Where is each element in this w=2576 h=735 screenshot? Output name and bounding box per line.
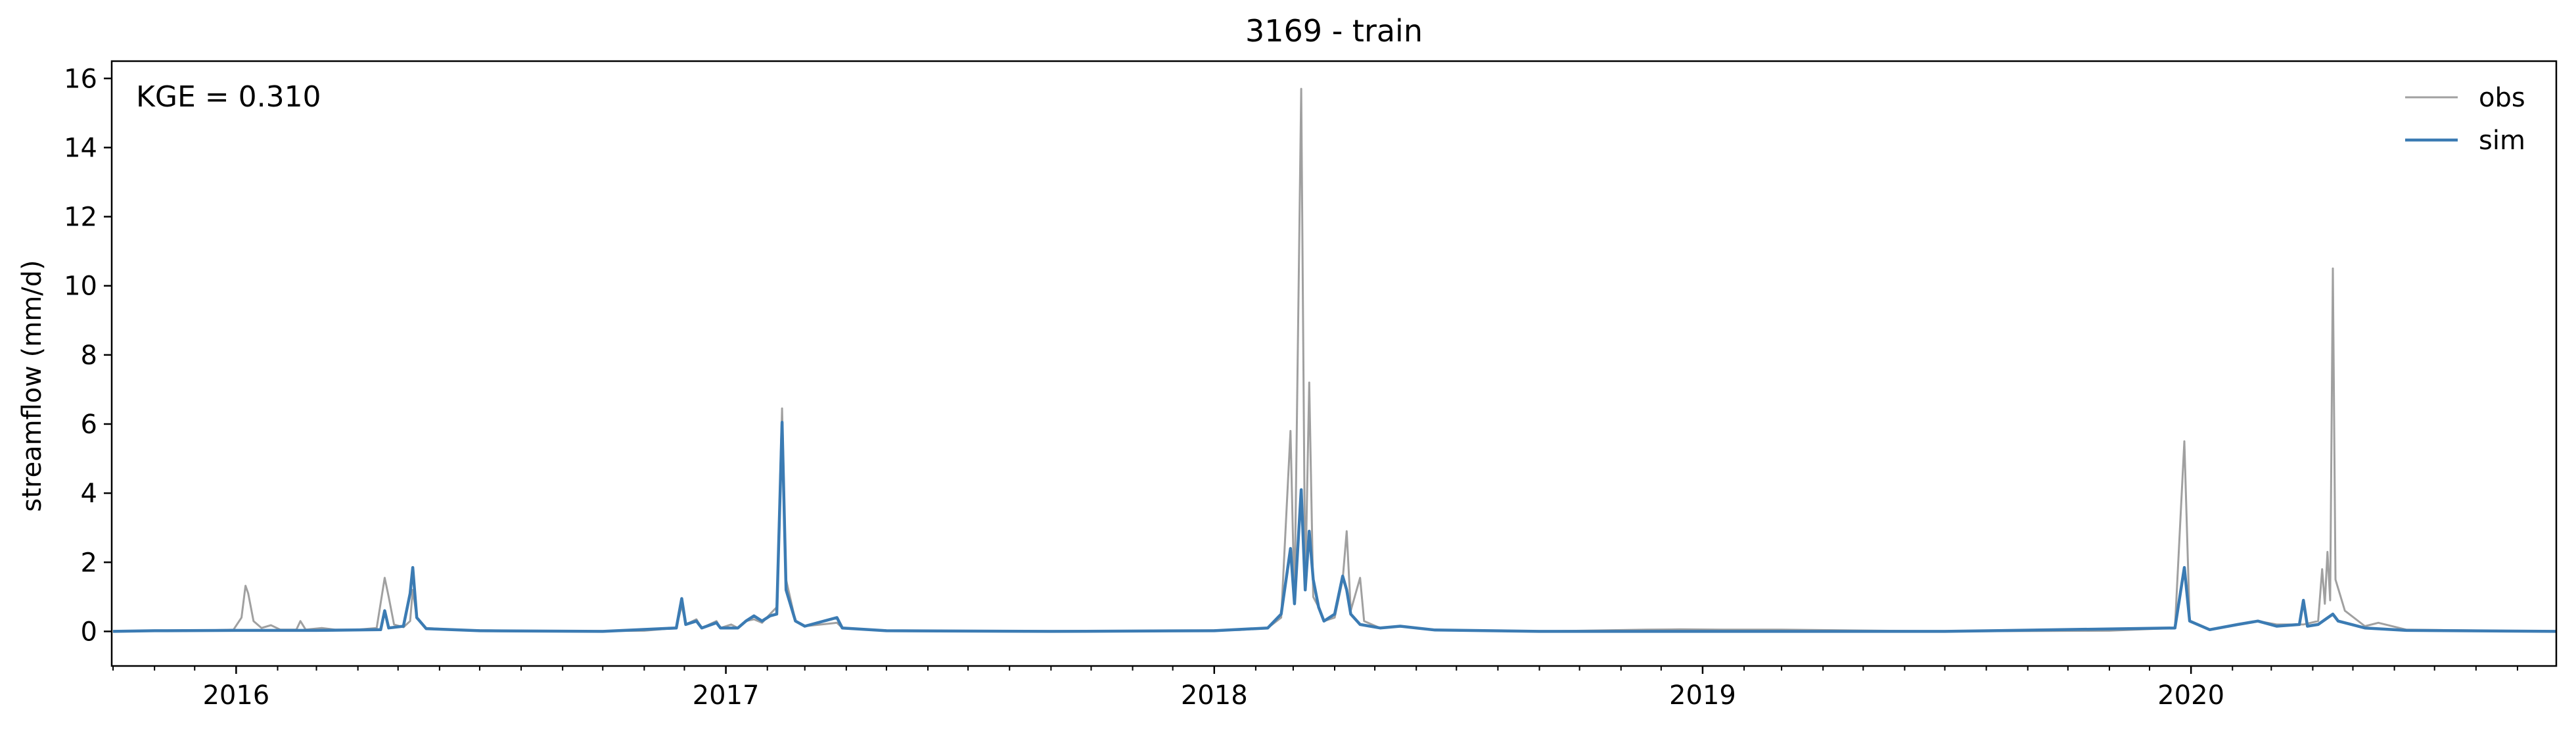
y-axis-label: streamflow (mm/d) (17, 260, 47, 511)
legend: obs sim (2405, 83, 2525, 156)
x-tick-label: 2020 (2157, 680, 2224, 711)
axes-frame (110, 60, 2558, 667)
legend-label-obs: obs (2479, 83, 2525, 113)
y-tick-label: 8 (81, 341, 97, 371)
y-axis-ticks: 0 2 4 6 8 10 12 14 16 (64, 64, 112, 647)
x-tick-label: 2019 (1669, 680, 1736, 711)
plot-area (110, 60, 2558, 667)
chart-title: 3169 - train (1245, 13, 1423, 49)
y-tick-label: 6 (81, 410, 97, 440)
series-layer (112, 87, 2557, 633)
y-tick-label: 0 (81, 617, 97, 647)
y-tick-label: 14 (64, 133, 97, 163)
kge-annotation: KGE = 0.310 (136, 80, 321, 114)
x-tick-label: 2016 (202, 680, 269, 711)
y-tick-label: 16 (64, 64, 97, 94)
y-tick-label: 12 (64, 202, 97, 233)
legend-label-sim: sim (2479, 126, 2525, 156)
y-tick-label: 4 (81, 479, 97, 509)
y-tick-label: 10 (64, 272, 97, 302)
x-axis-ticks: 2016 2017 2018 2019 2020 (112, 666, 2518, 711)
series-line-sim (112, 421, 2557, 633)
x-tick-label: 2017 (693, 680, 760, 711)
y-tick-label: 2 (81, 548, 97, 578)
x-tick-label: 2018 (1181, 680, 1248, 711)
